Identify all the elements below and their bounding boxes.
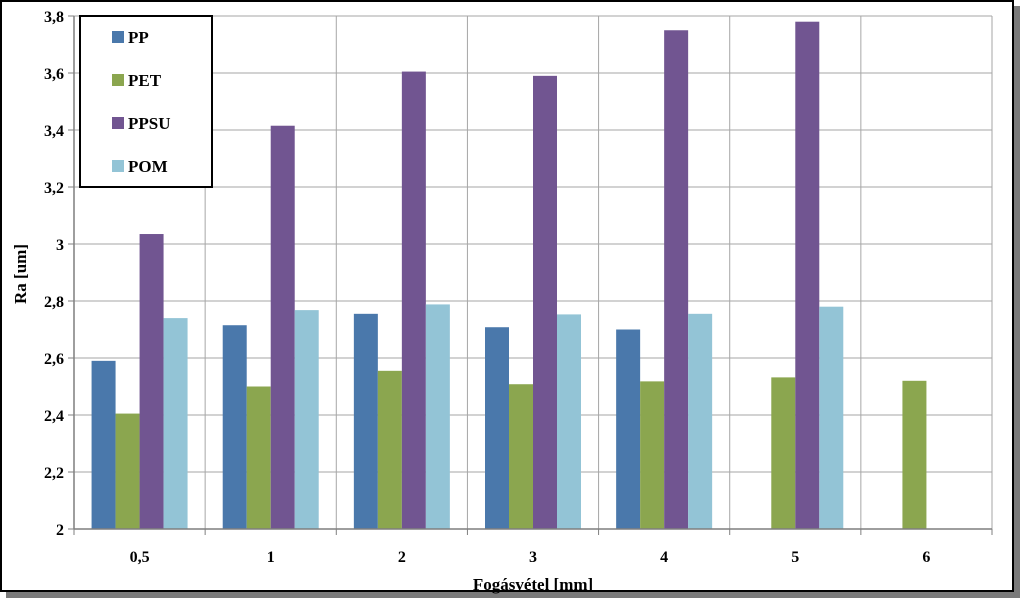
bar-pom-2 — [425, 304, 450, 529]
bar-pp-1 — [222, 325, 247, 529]
bar-pet-1 — [246, 386, 271, 529]
y-tick-label: 2 — [56, 522, 64, 539]
x-axis-title: Fogásvétel [mm] — [473, 575, 593, 594]
bar-pet-4 — [640, 381, 665, 529]
legend-swatch-pet — [112, 74, 124, 86]
bar-pp-4 — [616, 329, 641, 529]
y-tick-label: 2,6 — [44, 351, 64, 368]
bar-pom-4 — [688, 313, 713, 529]
y-tick-labels: 2 2,2 2,4 2,6 2,8 3 3,2 3,4 3,6 3,8 — [44, 9, 64, 539]
bar-ppsu-5 — [795, 21, 820, 529]
bar-ppsu-4 — [664, 30, 689, 529]
bar-pom-1 — [294, 310, 319, 529]
y-tick-label: 2,4 — [44, 408, 64, 425]
x-tick-label: 5 — [791, 549, 799, 566]
legend-label-pom: POM — [128, 157, 168, 176]
bar-pp-2 — [353, 313, 378, 529]
legend-label-ppsu: PPSU — [128, 114, 171, 133]
x-tick-label: 4 — [660, 549, 668, 566]
y-tick-label: 3,6 — [44, 66, 64, 83]
legend-label-pp: PP — [128, 28, 149, 47]
y-tick-label: 3 — [56, 237, 64, 254]
bar-pet-0 — [115, 413, 140, 529]
y-tick-label: 3,2 — [44, 180, 64, 197]
bar-ppsu-0 — [139, 234, 164, 529]
bar-pom-3 — [557, 314, 581, 529]
bar-ppsu-2 — [401, 71, 426, 529]
legend-box — [79, 15, 213, 188]
y-tick-label: 3,4 — [44, 123, 64, 140]
bar-pom-0 — [163, 318, 188, 529]
bars — [91, 21, 927, 529]
bar-pp-3 — [485, 327, 509, 529]
bar-pom-5 — [819, 306, 844, 529]
legend-swatch-ppsu — [112, 117, 124, 129]
bar-pp-0 — [91, 360, 116, 529]
legend-label-pet: PET — [128, 71, 162, 90]
y-axis-title: Ra [um] — [11, 244, 30, 304]
y-tick-label: 2,8 — [44, 294, 64, 311]
bar-pet-2 — [377, 370, 402, 529]
bar-pet-5 — [771, 377, 796, 529]
bar-ppsu-3 — [533, 75, 557, 529]
x-tick-label: 1 — [267, 549, 275, 566]
y-tick-label: 2,2 — [44, 465, 64, 482]
bar-ppsu-1 — [270, 125, 295, 529]
legend-swatch-pom — [112, 160, 124, 172]
x-tick-label: 3 — [529, 549, 537, 566]
x-tick-labels: 0,5 1 2 3 4 5 6 — [130, 549, 931, 566]
x-tick-label: 2 — [398, 549, 406, 566]
legend: PP PET PPSU POM — [79, 15, 213, 188]
bar-pet-6 — [902, 380, 927, 529]
legend-swatch-pp — [112, 31, 124, 43]
bar-pet-3 — [509, 384, 533, 529]
x-tick-label: 0,5 — [130, 549, 150, 566]
y-tick-label: 3,8 — [44, 9, 64, 26]
x-tick-label: 6 — [922, 549, 930, 566]
axes — [68, 15, 993, 535]
